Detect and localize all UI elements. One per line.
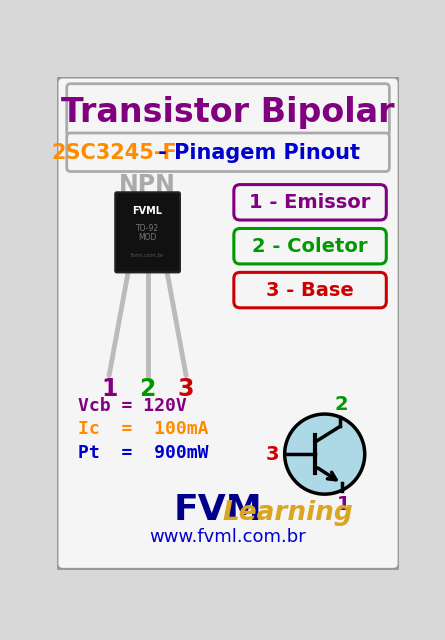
Text: 2 - Coletor: 2 - Coletor bbox=[252, 237, 368, 256]
FancyBboxPatch shape bbox=[67, 84, 389, 136]
Text: 3 - Base: 3 - Base bbox=[266, 280, 354, 300]
Text: TO-92: TO-92 bbox=[136, 224, 159, 233]
Text: MOD: MOD bbox=[138, 233, 157, 242]
Text: 3: 3 bbox=[178, 378, 194, 401]
Text: 1: 1 bbox=[101, 378, 117, 401]
Text: Transistor Bipolar: Transistor Bipolar bbox=[61, 96, 395, 129]
Text: Learning: Learning bbox=[222, 500, 353, 525]
Text: 3: 3 bbox=[266, 445, 279, 463]
Text: 1: 1 bbox=[336, 495, 350, 515]
Text: FVML: FVML bbox=[133, 206, 162, 216]
Text: NPN: NPN bbox=[119, 173, 176, 196]
FancyBboxPatch shape bbox=[57, 77, 400, 570]
Text: Ic  =  100mA: Ic = 100mA bbox=[78, 420, 209, 438]
FancyBboxPatch shape bbox=[115, 192, 180, 273]
Text: 1 - Emissor: 1 - Emissor bbox=[249, 193, 371, 212]
Circle shape bbox=[285, 414, 365, 494]
Text: 2: 2 bbox=[335, 396, 348, 414]
Text: - Pinagem Pinout: - Pinagem Pinout bbox=[151, 143, 360, 163]
FancyBboxPatch shape bbox=[234, 228, 386, 264]
Text: FVM: FVM bbox=[174, 493, 263, 527]
Text: fvml.com.br: fvml.com.br bbox=[131, 253, 164, 258]
Text: 2SC3245-F: 2SC3245-F bbox=[52, 143, 178, 163]
Text: 2: 2 bbox=[139, 378, 156, 401]
FancyBboxPatch shape bbox=[67, 133, 389, 172]
FancyBboxPatch shape bbox=[234, 273, 386, 308]
Text: Pt  =  900mW: Pt = 900mW bbox=[78, 444, 209, 461]
Text: Vcb = 120V: Vcb = 120V bbox=[78, 397, 187, 415]
FancyBboxPatch shape bbox=[234, 184, 386, 220]
Text: www.fvml.com.br: www.fvml.com.br bbox=[150, 528, 307, 547]
